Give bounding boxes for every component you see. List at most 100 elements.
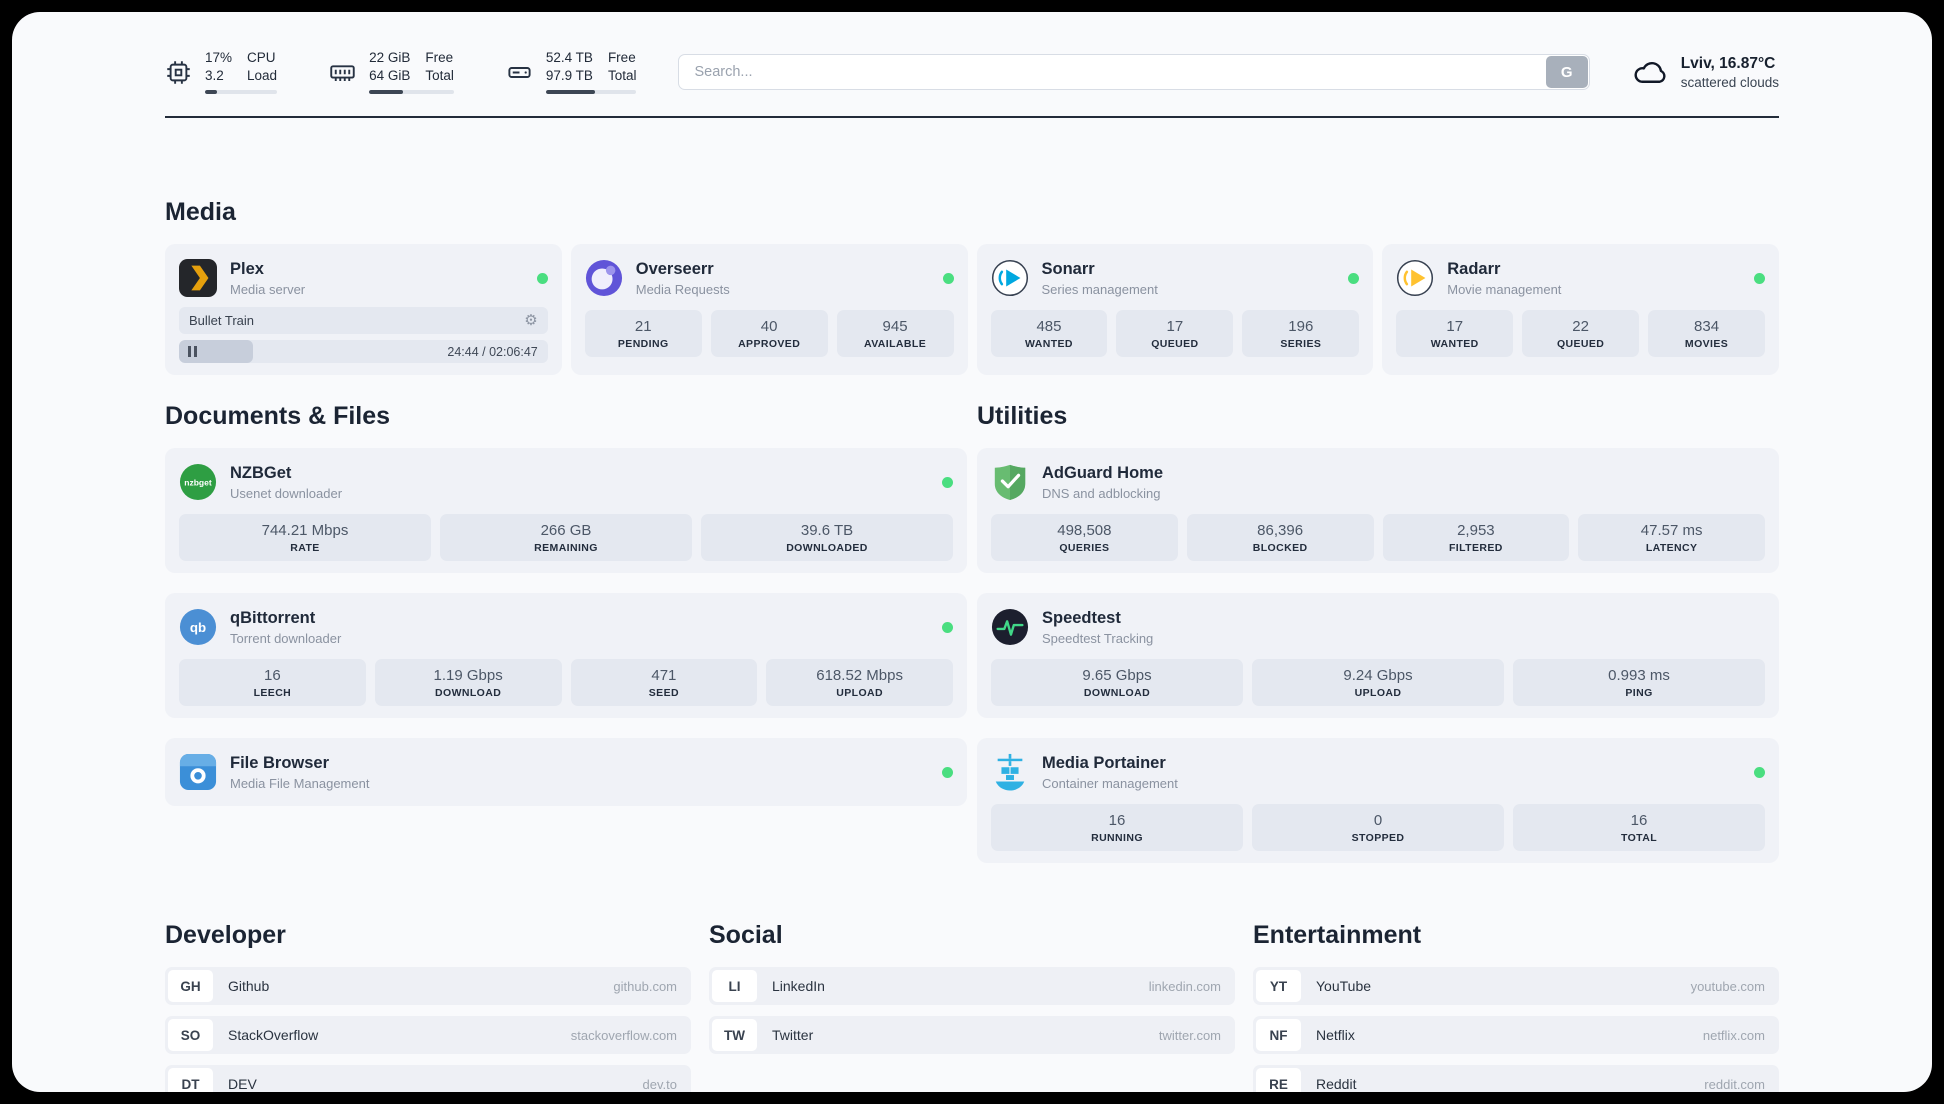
service-card[interactable]: Media Portainer Container management 16 … [977, 738, 1779, 863]
section-media: Media Plex Media server Bullet Train ⚙ [165, 198, 1779, 375]
resource-label-top: CPU [247, 49, 276, 65]
stat-tile: 266 GB REMAINING [440, 514, 692, 561]
service-subtitle: Media File Management [230, 775, 370, 791]
media-card-grid: Plex Media server Bullet Train ⚙ [165, 244, 1779, 375]
search-bar: G [678, 54, 1590, 90]
stat-value: 21 [634, 317, 652, 335]
service-card[interactable]: qb qBittorrent Torrent downloader 16 LEE… [165, 593, 967, 718]
stat-tile: 21 PENDING [584, 310, 702, 357]
bookmark-link[interactable]: RE Reddit reddit.com [1253, 1065, 1779, 1092]
search-input[interactable] [678, 54, 1590, 90]
stats-row: 16 LEECH 1.19 Gbps DOWNLOAD 471 SEED 618… [179, 659, 953, 706]
stat-label: PING [1625, 686, 1653, 699]
stat-tile: 22 QUEUED [1522, 310, 1640, 357]
stat-label: UPLOAD [1354, 686, 1402, 699]
documents-card-stack: nzbget NZBGet Usenet downloader 744.21 M… [165, 448, 967, 806]
gear-icon[interactable]: ⚙ [524, 312, 538, 329]
stats-row: 485 WANTED 17 QUEUED 196 SERIES [990, 310, 1360, 357]
stat-label: STOPPED [1351, 831, 1405, 844]
bookmark-link[interactable]: NF Netflix netflix.com [1253, 1016, 1779, 1054]
service-card[interactable]: Sonarr Series management ⚙ [976, 244, 1374, 375]
bookmark-link[interactable]: LI LinkedIn linkedin.com [709, 967, 1235, 1005]
stat-tile: 86,396 BLOCKED [1186, 514, 1374, 561]
service-card-header: Speedtest Speedtest Tracking [991, 605, 1765, 649]
service-card-header: nzbget NZBGet Usenet downloader [179, 460, 953, 504]
pause-icon[interactable] [188, 346, 197, 357]
stat-tile: 196 SERIES [1242, 310, 1360, 357]
service-name: Plex [230, 259, 264, 278]
bookmark-group: Developer GH Github github.com SO StackO… [165, 921, 691, 1092]
service-card-header: Overseerr Media Requests [585, 256, 954, 300]
bookmark-link[interactable]: YT YouTube youtube.com [1253, 967, 1779, 1005]
service-meta: Sonarr Series management [1042, 260, 1158, 297]
stats-row: 744.21 Mbps RATE 266 GB REMAINING 39.6 T… [179, 514, 953, 561]
resource-values: 52.4 TB 97.9 TB [546, 50, 593, 84]
bookmark-abbreviation: LI [712, 970, 757, 1002]
status-dot [942, 621, 953, 633]
section-title: Documents & Files [165, 402, 391, 430]
service-card[interactable]: Radarr Movie management ⚙ [1382, 244, 1779, 375]
stats-row: 21 PENDING 40 APPROVED 945 AVAILABLE [584, 310, 954, 357]
service-card[interactable]: Plex Media server Bullet Train ⚙ [165, 244, 562, 375]
service-name: AdGuard Home [1042, 463, 1164, 482]
search-provider-button[interactable]: G [1545, 56, 1588, 88]
service-card[interactable]: Overseerr Media Requests ⚙ [570, 244, 968, 375]
status-dot [536, 272, 548, 284]
resource-value-top: 22 GiB [369, 49, 411, 65]
service-card[interactable]: Speedtest Speedtest Tracking 9.65 Gbps D… [977, 593, 1779, 718]
resource-label-top: Free [607, 49, 636, 65]
stat-tile: 17 WANTED [1396, 310, 1514, 357]
bookmark-url: twitter.com [1158, 1027, 1221, 1043]
stat-value: 39.6 TB [800, 521, 854, 539]
stat-tile: 485 WANTED [990, 310, 1108, 357]
resource-progress-track [205, 90, 278, 95]
stat-label: DOWNLOAD [1083, 686, 1151, 699]
section-utilities: Utilities AdGuard Home DNS and adblockin… [977, 402, 1779, 863]
resource-body: 17% 3.2 CPU Load [205, 49, 278, 95]
service-name: Speedtest [1042, 608, 1121, 627]
dashboard-content: 17% 3.2 CPU Load [12, 44, 1932, 1092]
stat-value: 1.19 Gbps [433, 666, 503, 684]
stat-label: QUEUED [1556, 337, 1605, 350]
service-subtitle: Container management [1042, 775, 1178, 791]
stat-value: 471 [651, 666, 677, 684]
service-name: NZBGet [230, 463, 292, 482]
service-card[interactable]: nzbget NZBGet Usenet downloader 744.21 M… [165, 448, 967, 573]
stat-value: 40 [760, 317, 778, 335]
stat-value: 0.993 ms [1608, 666, 1670, 684]
service-meta: Media Portainer Container management [1042, 754, 1178, 791]
resource-progress-track [369, 90, 454, 95]
service-card[interactable]: File Browser Media File Management [165, 738, 967, 806]
topbar-divider [165, 116, 1779, 118]
bookmark-link[interactable]: SO StackOverflow stackoverflow.com [165, 1016, 691, 1054]
bookmark-abbreviation: SO [168, 1019, 213, 1051]
service-card[interactable]: AdGuard Home DNS and adblocking 498,508 … [977, 448, 1779, 573]
resource-progress-track [545, 90, 637, 95]
resource-meter: 17% 3.2 CPU Load [165, 49, 278, 95]
player-progress-bar[interactable]: 24:44 / 02:06:47 [179, 340, 548, 363]
stat-value: 9.65 Gbps [1082, 666, 1152, 684]
section-title: Media [165, 198, 236, 226]
stat-tile: 834 MOVIES [1648, 310, 1766, 357]
bookmark-link[interactable]: DT DEV dev.to [165, 1065, 691, 1092]
adguard-icon [991, 463, 1029, 501]
service-name: Radarr [1447, 259, 1501, 278]
resource-values: 17% 3.2 [205, 50, 232, 84]
resource-value-bottom: 3.2 [205, 68, 224, 83]
stat-label: AVAILABLE [863, 337, 927, 350]
bookmark-abbreviation: DT [168, 1068, 213, 1092]
stat-tile: 16 TOTAL [1513, 804, 1765, 851]
service-card-header: Radarr Movie management [1396, 256, 1765, 300]
service-subtitle: Speedtest Tracking [1042, 630, 1154, 646]
bookmark-abbreviation: TW [712, 1019, 757, 1051]
bookmark-url: youtube.com [1690, 978, 1765, 994]
bookmark-name: DEV [228, 1076, 257, 1092]
service-card-header: File Browser Media File Management [179, 750, 953, 794]
stat-tile: 40 APPROVED [710, 310, 828, 357]
resource-meters: 17% 3.2 CPU Load [165, 49, 637, 95]
stat-label: TOTAL [1620, 831, 1658, 844]
service-meta: NZBGet Usenet downloader [230, 464, 342, 501]
stat-label: LATENCY [1645, 541, 1698, 554]
bookmark-link[interactable]: GH Github github.com [165, 967, 691, 1005]
bookmark-link[interactable]: TW Twitter twitter.com [709, 1016, 1235, 1054]
